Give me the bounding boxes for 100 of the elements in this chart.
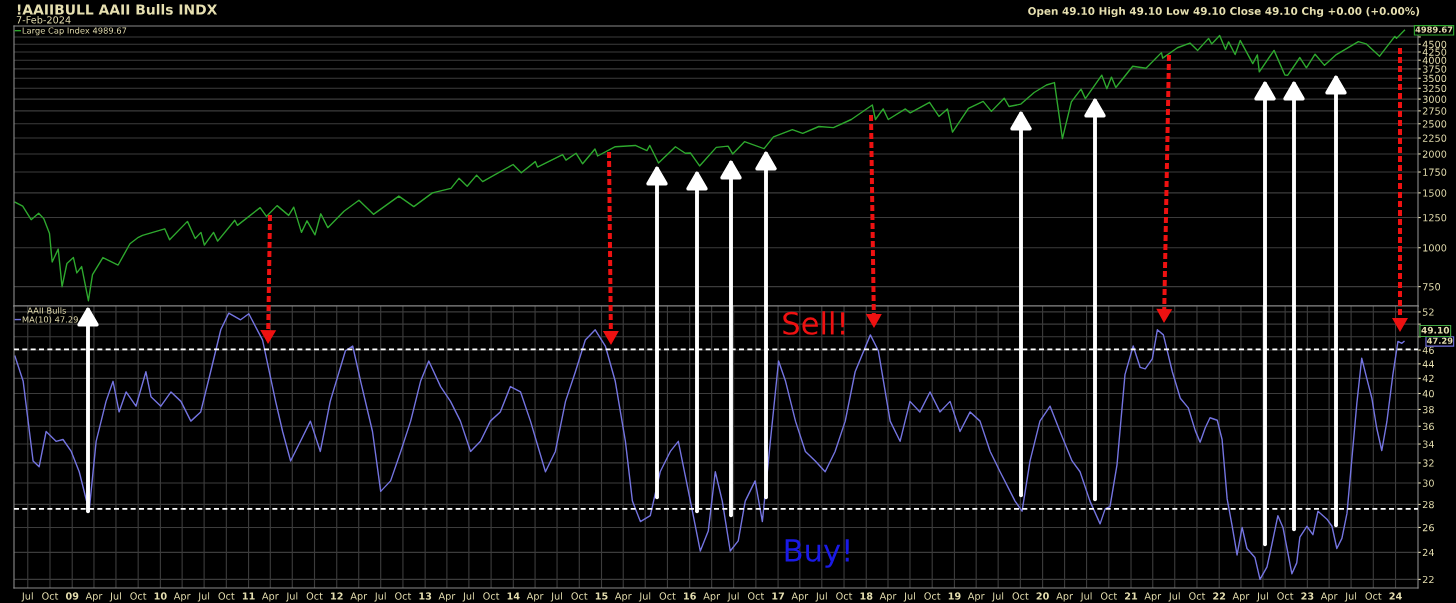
annotation: 4989.67 bbox=[1415, 26, 1453, 33]
x-tick-label: Jul bbox=[1256, 592, 1268, 602]
y-tick-label: 36 bbox=[1422, 422, 1434, 431]
x-tick-label: 21 bbox=[1125, 592, 1138, 600]
x-tick-label: Apr bbox=[967, 592, 985, 602]
x-tick-label: 22 bbox=[1213, 592, 1226, 600]
y-tick-label: 4500 bbox=[1422, 40, 1447, 49]
y-tick-label: 46 bbox=[1422, 346, 1434, 354]
x-tick-label: 11 bbox=[242, 592, 255, 600]
x-tick-label: Apr bbox=[1144, 592, 1162, 602]
legend-label: MA(10) 47.29 bbox=[22, 316, 78, 324]
y-tick-label: 3250 bbox=[1422, 84, 1447, 93]
text: Open 49.10 High 49.10 Low 49.10 Close 49.10 Chg +0.00 (+0.00%) bbox=[1028, 6, 1420, 18]
y-tick-label: 28 bbox=[1422, 500, 1434, 509]
x-tick-label: Apr bbox=[261, 592, 279, 602]
x-tick-label: Oct bbox=[42, 592, 59, 600]
x-tick-label: 18 bbox=[860, 592, 873, 600]
x-tick-label: 09 bbox=[65, 592, 79, 600]
y-tick-label: 38 bbox=[1422, 405, 1434, 414]
x-tick-label: 13 bbox=[419, 592, 432, 600]
y-tick-label: 24 bbox=[1422, 548, 1434, 557]
x-tick-label: 23 bbox=[1301, 592, 1314, 600]
x-tick-label: Oct bbox=[1189, 592, 1206, 600]
y-tick-label: 44 bbox=[1422, 360, 1434, 368]
x-tick-label: Apr bbox=[1056, 592, 1073, 602]
x-tick-label: Oct bbox=[483, 592, 500, 600]
y-tick-label: 34 bbox=[1422, 440, 1434, 448]
y-tick-label: 1750 bbox=[1423, 168, 1447, 176]
x-tick-label: Oct bbox=[571, 592, 588, 600]
y-tick-label: 1000 bbox=[1423, 244, 1447, 252]
x-tick-label: Jul bbox=[374, 592, 386, 602]
x-tick-label: Jul bbox=[1344, 592, 1357, 602]
y-tick-label: 4250 bbox=[1422, 48, 1447, 56]
x-tick-label: Apr bbox=[879, 592, 897, 602]
x-tick-label: Jul bbox=[815, 592, 827, 602]
x-tick-label: Oct bbox=[306, 592, 323, 600]
x-tick-label: Jul bbox=[109, 592, 121, 602]
x-tick-label: 15 bbox=[595, 592, 608, 600]
x-tick-label: Oct bbox=[395, 592, 412, 600]
text: 49.10 bbox=[1421, 326, 1450, 334]
x-tick-label: Jul bbox=[903, 592, 915, 602]
x-tick-label: Jul bbox=[638, 592, 651, 602]
y-tick-label: 26 bbox=[1422, 523, 1434, 532]
y-tick-label: 32 bbox=[1422, 459, 1434, 467]
x-tick-label: Oct bbox=[836, 592, 853, 600]
x-tick-label: Jul bbox=[1080, 592, 1092, 602]
x-tick-label: 12 bbox=[331, 592, 343, 600]
x-tick-label: Oct bbox=[659, 592, 676, 600]
legend-label: Large Cap Index 4989.67 bbox=[22, 27, 127, 36]
x-tick-label: 17 bbox=[772, 592, 785, 600]
x-tick-label: 20 bbox=[1036, 592, 1049, 600]
x-tick-label: Apr bbox=[1232, 592, 1250, 602]
y-tick-label: 2000 bbox=[1422, 150, 1447, 158]
x-tick-label: Apr bbox=[350, 592, 368, 602]
x-tick-label: Apr bbox=[1320, 592, 1338, 602]
x-tick-label: Apr bbox=[438, 592, 456, 602]
annotation: 47.29 bbox=[1427, 337, 1453, 344]
chart-subtitle: 7-Feb-2024 bbox=[16, 16, 71, 24]
x-tick-label: Oct bbox=[1277, 592, 1294, 600]
line-series bbox=[14, 29, 1406, 302]
x-tick-label: 10 bbox=[154, 592, 167, 600]
annotation: Sell! bbox=[783, 311, 845, 335]
x-tick-label: Jul bbox=[991, 592, 1004, 602]
y-tick-label: 52 bbox=[1422, 308, 1434, 316]
y-tick-label: 3500 bbox=[1422, 74, 1447, 83]
y-tick-label: 2750 bbox=[1422, 107, 1447, 115]
x-tick-label: Apr bbox=[791, 592, 809, 602]
y-tick-label: 22 bbox=[1422, 575, 1434, 584]
y-tick-label: 30 bbox=[1422, 479, 1434, 487]
x-tick-label: Jul bbox=[462, 592, 474, 602]
y-tick-label: 2500 bbox=[1422, 120, 1447, 128]
y-tick-label: 1250 bbox=[1423, 214, 1447, 222]
y-tick-label: 1500 bbox=[1423, 189, 1447, 197]
x-tick-label: Oct bbox=[130, 592, 147, 600]
y-tick-label: 3000 bbox=[1422, 95, 1447, 103]
line-series bbox=[14, 312, 1405, 581]
x-tick-label: Oct bbox=[1365, 592, 1382, 600]
x-tick-label: Apr bbox=[526, 592, 544, 602]
chart-title: !AAIIBULL AAII Bulls INDX bbox=[17, 4, 218, 15]
x-tick-label: Oct bbox=[1012, 592, 1029, 600]
x-tick-label: Oct bbox=[748, 592, 765, 600]
x-tick-label: Apr bbox=[173, 592, 191, 602]
y-tick-label: 750 bbox=[1422, 283, 1441, 291]
x-tick-label: Jul bbox=[1168, 592, 1180, 602]
y-tick-label: 2250 bbox=[1422, 134, 1447, 142]
y-tick-label: 3750 bbox=[1422, 65, 1447, 73]
x-tick-label: Apr bbox=[85, 592, 103, 602]
legend-title: AAII Bulls bbox=[27, 307, 67, 314]
y-tick-label: 40 bbox=[1422, 389, 1434, 398]
x-tick-label: 19 bbox=[948, 592, 961, 600]
x-tick-label: Oct bbox=[218, 592, 235, 600]
x-tick-label: Jul bbox=[21, 592, 33, 602]
x-tick-label: Jul bbox=[727, 592, 739, 602]
x-tick-label: Apr bbox=[703, 592, 721, 602]
x-tick-label: 14 bbox=[507, 592, 520, 600]
x-tick-label: 24 bbox=[1389, 592, 1402, 600]
x-tick-label: Oct bbox=[924, 592, 941, 600]
x-tick-label: Jul bbox=[550, 592, 562, 602]
x-tick-label: 16 bbox=[684, 592, 696, 600]
y-tick-label: 42 bbox=[1422, 374, 1434, 383]
